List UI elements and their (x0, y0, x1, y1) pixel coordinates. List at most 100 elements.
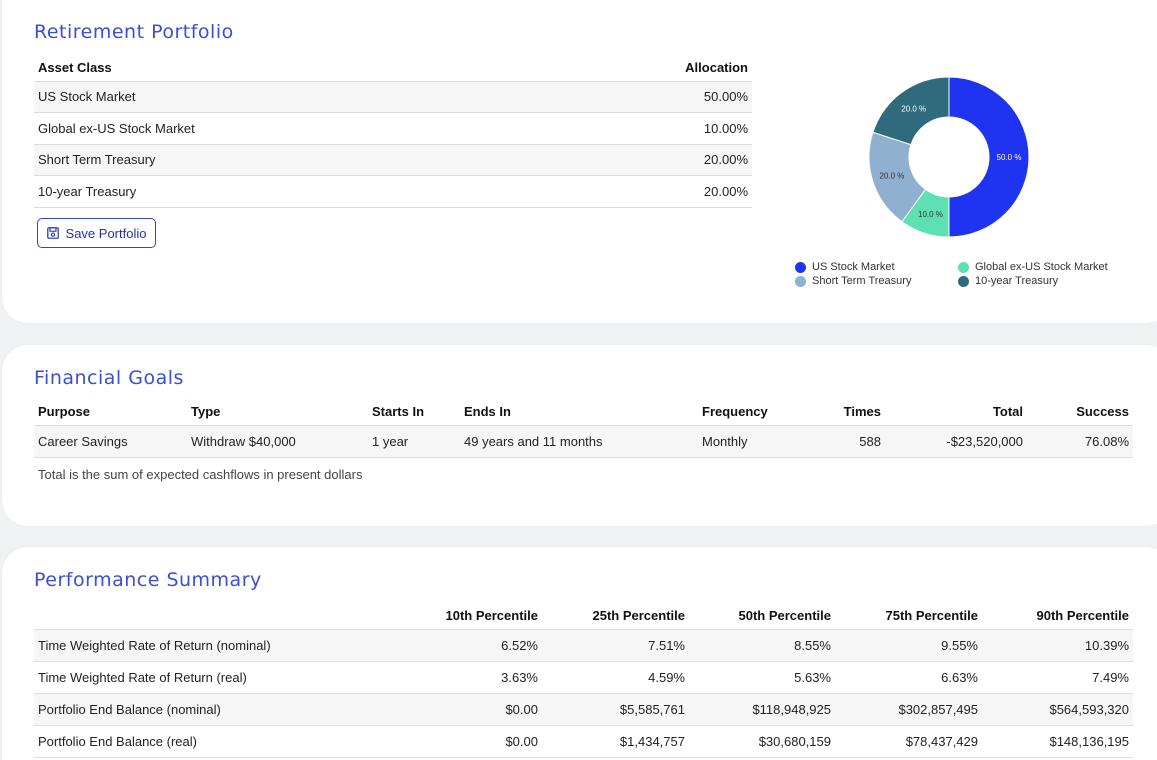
column-header: 90th Percentile (982, 602, 1133, 630)
metric-value: 7.49% (982, 661, 1133, 694)
table-row: Global ex-US Stock Market 10.00% (34, 112, 752, 145)
legend-item: US Stock Market (795, 261, 895, 273)
donut-slice (872, 76, 950, 146)
portfolio-card: Retirement Portfolio Asset Class Allocat… (2, 0, 1157, 323)
asset-name: US Stock Market (34, 81, 537, 113)
goal-times: 588 (808, 425, 885, 458)
goal-success: 76.08% (1027, 425, 1133, 458)
column-header: 25th Percentile (542, 602, 689, 630)
goal-type: Withdraw $40,000 (187, 425, 368, 458)
column-header: 75th Percentile (835, 602, 982, 630)
metric-value: $118,948,925 (689, 693, 835, 726)
legend-swatch (795, 275, 806, 287)
column-header: Times (808, 398, 885, 426)
metric-value: $0.00 (396, 725, 542, 758)
metric-value: 8.55% (689, 629, 835, 662)
save-portfolio-button[interactable]: Save Portfolio (37, 218, 156, 248)
legend-label: US Stock Market (812, 261, 895, 273)
performance-card: Performance Summary 10th Percentile 25th… (2, 547, 1157, 760)
floppy-disk-icon (46, 227, 59, 239)
portfolio-title: Retirement Portfolio (34, 21, 234, 43)
legend-label: Short Term Treasury (812, 275, 912, 287)
legend-label: Global ex-US Stock Market (975, 261, 1108, 273)
metric-value: 7.51% (542, 629, 689, 662)
metric-value: 10.39% (982, 629, 1133, 662)
metric-label: Time Weighted Rate of Return (nominal) (34, 629, 396, 662)
goals-table: Purpose Type Starts In Ends In Frequency… (34, 398, 1133, 458)
metric-value: $0.00 (396, 693, 542, 726)
metric-label: Portfolio End Balance (real) (34, 725, 396, 758)
asset-allocation: 10.00% (536, 112, 752, 145)
column-header: 10th Percentile (396, 602, 542, 630)
metric-value: $30,680,159 (689, 725, 835, 758)
table-row: Time Weighted Rate of Return (nominal) 6… (34, 629, 1133, 662)
table-row: Short Term Treasury 20.00% (34, 144, 752, 176)
table-row: Time Weighted Rate of Return (real) 3.63… (34, 661, 1133, 694)
metric-value: $1,434,757 (542, 725, 689, 758)
asset-table: Asset Class Allocation US Stock Market 5… (34, 54, 752, 208)
performance-title: Performance Summary (34, 569, 262, 591)
metric-value: $78,437,429 (835, 725, 982, 758)
metric-value: 6.52% (396, 629, 542, 662)
metric-label: Portfolio End Balance (nominal) (34, 693, 396, 726)
legend-swatch (958, 261, 969, 273)
table-row: 10-year Treasury 20.00% (34, 175, 752, 208)
legend-label: 10-year Treasury (975, 275, 1059, 287)
table-row: Portfolio End Balance (real) $0.00 $1,43… (34, 725, 1133, 758)
performance-table-header: 10th Percentile 25th Percentile 50th Per… (34, 602, 1133, 630)
asset-name: 10-year Treasury (34, 175, 537, 208)
metric-value: $148,136,195 (982, 725, 1133, 758)
column-header: Frequency (698, 398, 808, 426)
goals-note: Total is the sum of expected cashflows i… (38, 467, 363, 482)
allocation-donut-chart: 50.0 % 10.0 % 20.0 % 20.0 % (868, 76, 1030, 238)
asset-allocation: 20.00% (536, 144, 752, 176)
asset-class-header: Asset Class (34, 54, 537, 82)
goals-table-header: Purpose Type Starts In Ends In Frequency… (34, 398, 1133, 426)
slice-value-label: 20.0 % (901, 104, 926, 113)
slice-value-label: 50.0 % (997, 153, 1022, 162)
column-header: Type (187, 398, 368, 426)
goal-starts-in: 1 year (368, 425, 460, 458)
asset-name: Global ex-US Stock Market (34, 112, 537, 145)
performance-table: 10th Percentile 25th Percentile 50th Per… (34, 602, 1133, 758)
goals-title: Financial Goals (34, 367, 184, 389)
table-row: US Stock Market 50.00% (34, 81, 752, 113)
slice-value-label: 10.0 % (918, 210, 943, 219)
asset-table-header: Asset Class Allocation (34, 54, 752, 82)
legend-item: Short Term Treasury (795, 275, 911, 287)
allocation-header: Allocation (536, 54, 752, 82)
metric-value: 9.55% (835, 629, 982, 662)
metric-value: $5,585,761 (542, 693, 689, 726)
table-row: Portfolio End Balance (nominal) $0.00 $5… (34, 693, 1133, 726)
column-header: Starts In (368, 398, 460, 426)
column-header: 50th Percentile (689, 602, 835, 630)
asset-allocation: 20.00% (536, 175, 752, 208)
goal-purpose: Career Savings (34, 425, 187, 458)
legend-item: 10-year Treasury (958, 275, 1058, 287)
goals-card: Financial Goals Purpose Type Starts In E… (2, 345, 1157, 526)
column-header: Success (1027, 398, 1133, 426)
slice-value-label: 20.0 % (879, 172, 904, 181)
column-header: Purpose (34, 398, 187, 426)
column-header: Total (885, 398, 1027, 426)
legend-item: Global ex-US Stock Market (958, 261, 1108, 273)
metric-value: 3.63% (396, 661, 542, 694)
metric-label: Time Weighted Rate of Return (real) (34, 661, 396, 694)
metric-value: 4.59% (542, 661, 689, 694)
column-header: Ends In (460, 398, 698, 426)
goal-total: -$23,520,000 (885, 425, 1027, 458)
legend-swatch (795, 261, 806, 273)
asset-name: Short Term Treasury (34, 144, 537, 176)
asset-allocation: 50.00% (536, 81, 752, 113)
legend-swatch (958, 275, 969, 287)
metric-value: 6.63% (835, 661, 982, 694)
column-header (34, 602, 396, 630)
goal-frequency: Monthly (698, 425, 808, 458)
metric-value: 5.63% (689, 661, 835, 694)
table-row: Career Savings Withdraw $40,000 1 year 4… (34, 425, 1133, 458)
save-portfolio-label: Save Portfolio (65, 225, 147, 241)
metric-value: $564,593,320 (982, 693, 1133, 726)
goal-ends-in: 49 years and 11 months (460, 425, 698, 458)
donut-slice (948, 76, 1030, 238)
metric-value: $302,857,495 (835, 693, 982, 726)
